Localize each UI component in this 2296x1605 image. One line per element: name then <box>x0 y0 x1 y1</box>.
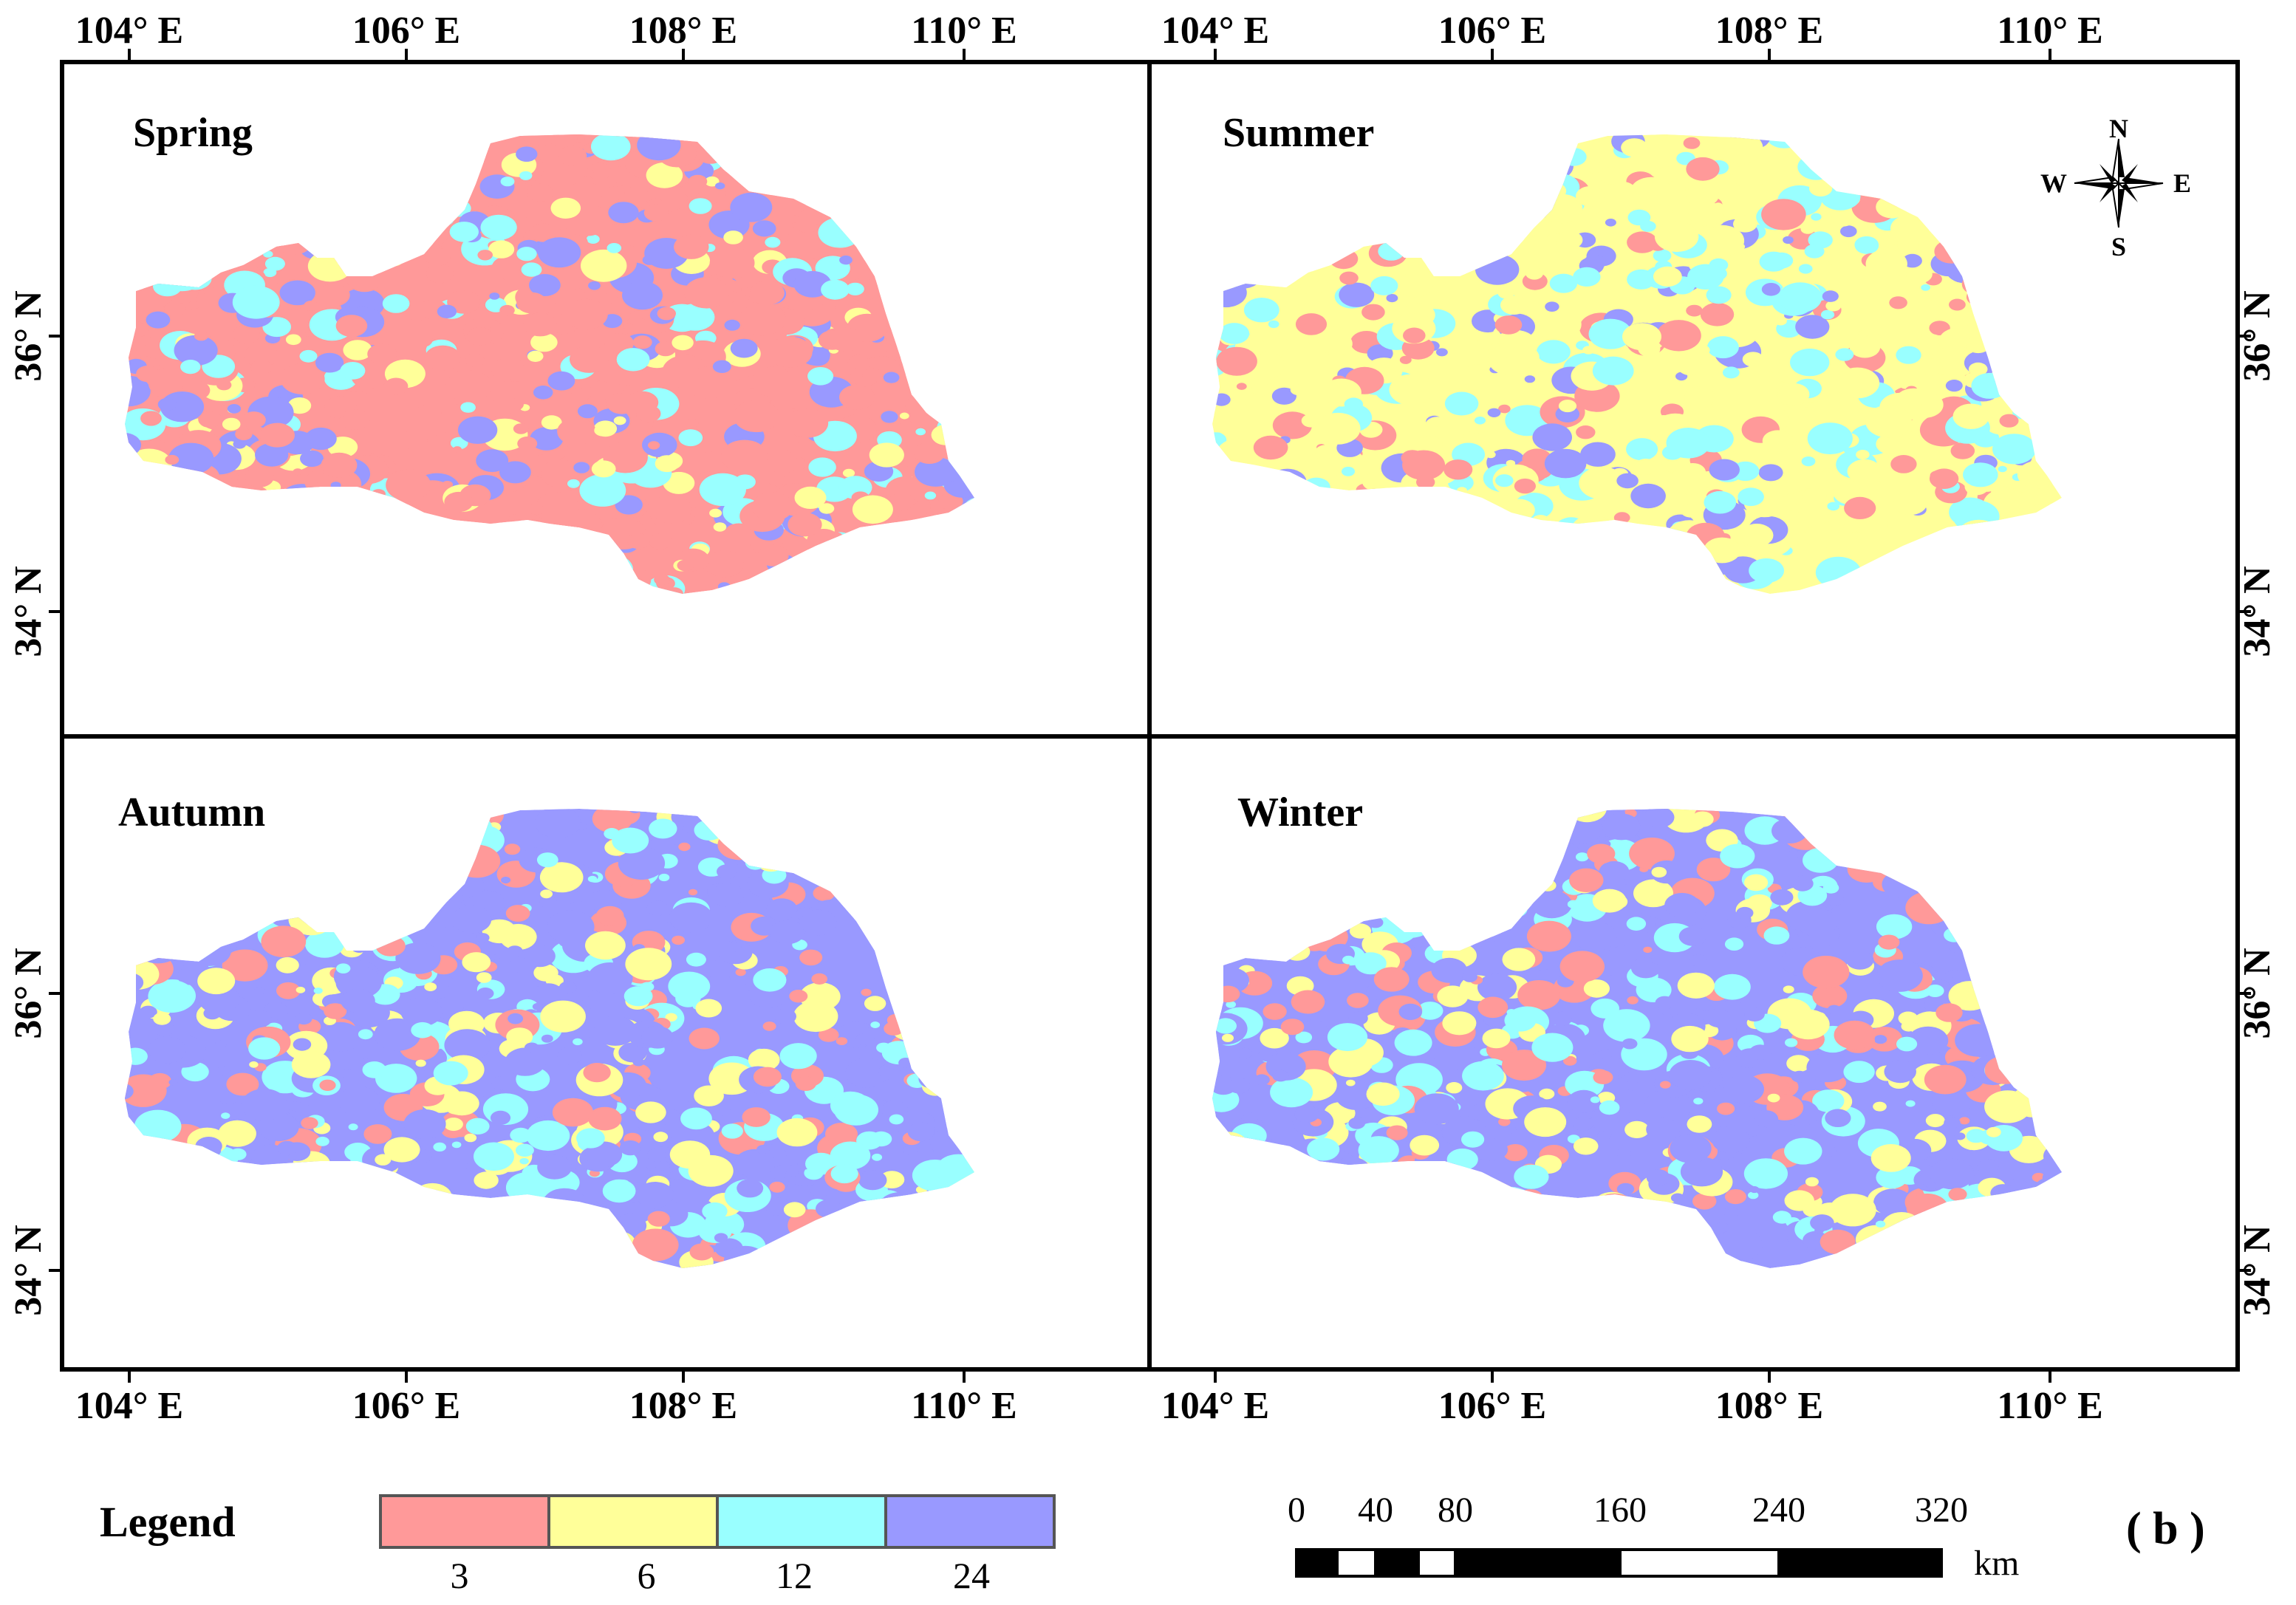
basin-raster-spring <box>125 134 974 594</box>
lon-label-bottom-right-108: 108° E <box>1715 1385 1823 1427</box>
lat-label-right-top-34: 34° N <box>2236 566 2278 657</box>
scale-bar-label-320: 320 <box>1915 1491 1968 1530</box>
top-longitude-labels: 104° E 106° E 108° E 110° E 104° E 106° … <box>75 10 2103 52</box>
lat-label-right-bottom-36: 36° N <box>2236 948 2278 1038</box>
lon-label-top-left-106: 106° E <box>352 10 460 52</box>
panel-titles: Spring Summer Autumn Winter <box>118 110 1374 835</box>
legend-swatch-12 <box>716 1494 887 1549</box>
map-panels <box>125 134 2062 1268</box>
scale-bar-segment <box>1777 1548 1943 1578</box>
lon-label-top-right-110: 110° E <box>1997 10 2103 52</box>
scale-bar-segments <box>1295 1548 1943 1578</box>
legend: Legend 3 6 12 24 <box>100 1494 1056 1596</box>
lon-label-bottom-left-104: 104° E <box>75 1385 183 1427</box>
scale-bar-label-160: 160 <box>1593 1491 1647 1530</box>
panel-title-summer: Summer <box>1223 110 1374 156</box>
lon-label-bottom-left-108: 108° E <box>629 1385 737 1427</box>
lon-label-top-left-104: 104° E <box>75 10 183 52</box>
lon-label-bottom-left-106: 106° E <box>352 1385 460 1427</box>
lon-label-bottom-right-104: 104° E <box>1161 1385 1269 1427</box>
lon-label-top-right-104: 104° E <box>1161 10 1269 52</box>
lon-label-bottom-right-110: 110° E <box>1997 1385 2103 1427</box>
legend-label-6: 6 <box>638 1555 656 1596</box>
scale-bar-label-40: 40 <box>1358 1491 1393 1530</box>
basin-raster-summer <box>1212 134 2062 594</box>
compass-e-label: E <box>2173 168 2191 198</box>
scale-bar-segment <box>1336 1548 1377 1578</box>
panel-title-spring: Spring <box>133 110 253 156</box>
lat-label-left-top-36: 36° N <box>7 290 49 381</box>
left-latitude-labels: 36° N 34° N 36° N 34° N <box>7 290 49 1315</box>
legend-label-24: 24 <box>953 1555 990 1596</box>
scale-bar-segment <box>1417 1548 1457 1578</box>
lat-label-left-bottom-34: 34° N <box>7 1225 49 1315</box>
scale-bar-segment <box>1374 1548 1420 1578</box>
right-latitude-labels: 36° N 34° N 36° N 34° N <box>2236 290 2278 1315</box>
lon-label-top-right-108: 108° E <box>1715 10 1823 52</box>
legend-swatch-3 <box>379 1494 550 1549</box>
lat-label-left-bottom-36: 36° N <box>7 948 49 1038</box>
panel-title-winter: Winter <box>1237 790 1363 835</box>
lat-label-left-top-34: 34° N <box>7 566 49 657</box>
scale-bar-label-240: 240 <box>1752 1491 1805 1530</box>
map-panel-autumn <box>125 809 974 1268</box>
legend-swatches: 3 6 12 24 <box>379 1494 1056 1596</box>
figure-panel-tag: ( b ) <box>2126 1504 2205 1554</box>
axis-ticks <box>49 49 2251 1383</box>
legend-label-12: 12 <box>776 1555 813 1596</box>
scale-bar-segment <box>1295 1548 1339 1578</box>
compass-s-label: S <box>2111 232 2126 261</box>
lon-label-top-left-108: 108° E <box>629 10 737 52</box>
scale-bar: 0 40 80 160 240 320 km <box>1288 1491 2019 1583</box>
lon-label-bottom-left-110: 110° E <box>911 1385 1017 1427</box>
lon-label-top-left-110: 110° E <box>911 10 1017 52</box>
north-arrow-compass: N S E W <box>2040 114 2191 261</box>
lat-label-right-top-36: 36° N <box>2236 290 2278 381</box>
lon-label-top-right-106: 106° E <box>1438 10 1546 52</box>
legend-title: Legend <box>100 1498 236 1546</box>
legend-label-3: 3 <box>451 1555 469 1596</box>
lat-label-right-bottom-34: 34° N <box>2236 1225 2278 1315</box>
compass-w-label: W <box>2040 168 2067 198</box>
map-frame <box>60 60 2240 1372</box>
panel-title-autumn: Autumn <box>118 790 265 835</box>
bottom-longitude-labels: 104° E 106° E 108° E 110° E 104° E 106° … <box>75 1385 2103 1427</box>
legend-swatch-6 <box>547 1494 719 1549</box>
scale-bar-label-0: 0 <box>1288 1491 1305 1530</box>
scale-bar-segment <box>1454 1548 1622 1578</box>
basin-raster-winter <box>1212 809 2062 1268</box>
scale-bar-segment <box>1619 1548 1780 1578</box>
legend-swatch-24 <box>884 1494 1056 1549</box>
map-panel-winter <box>1212 809 2062 1268</box>
lon-label-bottom-right-106: 106° E <box>1438 1385 1546 1427</box>
map-panel-spring <box>125 134 974 594</box>
scale-bar-label-80: 80 <box>1438 1491 1473 1530</box>
scale-bar-labels: 0 40 80 160 240 320 <box>1288 1491 1968 1530</box>
compass-n-label: N <box>2109 114 2128 143</box>
basin-raster-autumn <box>125 809 974 1268</box>
map-panel-summer <box>1212 134 2062 594</box>
scale-bar-unit: km <box>1974 1544 2019 1583</box>
